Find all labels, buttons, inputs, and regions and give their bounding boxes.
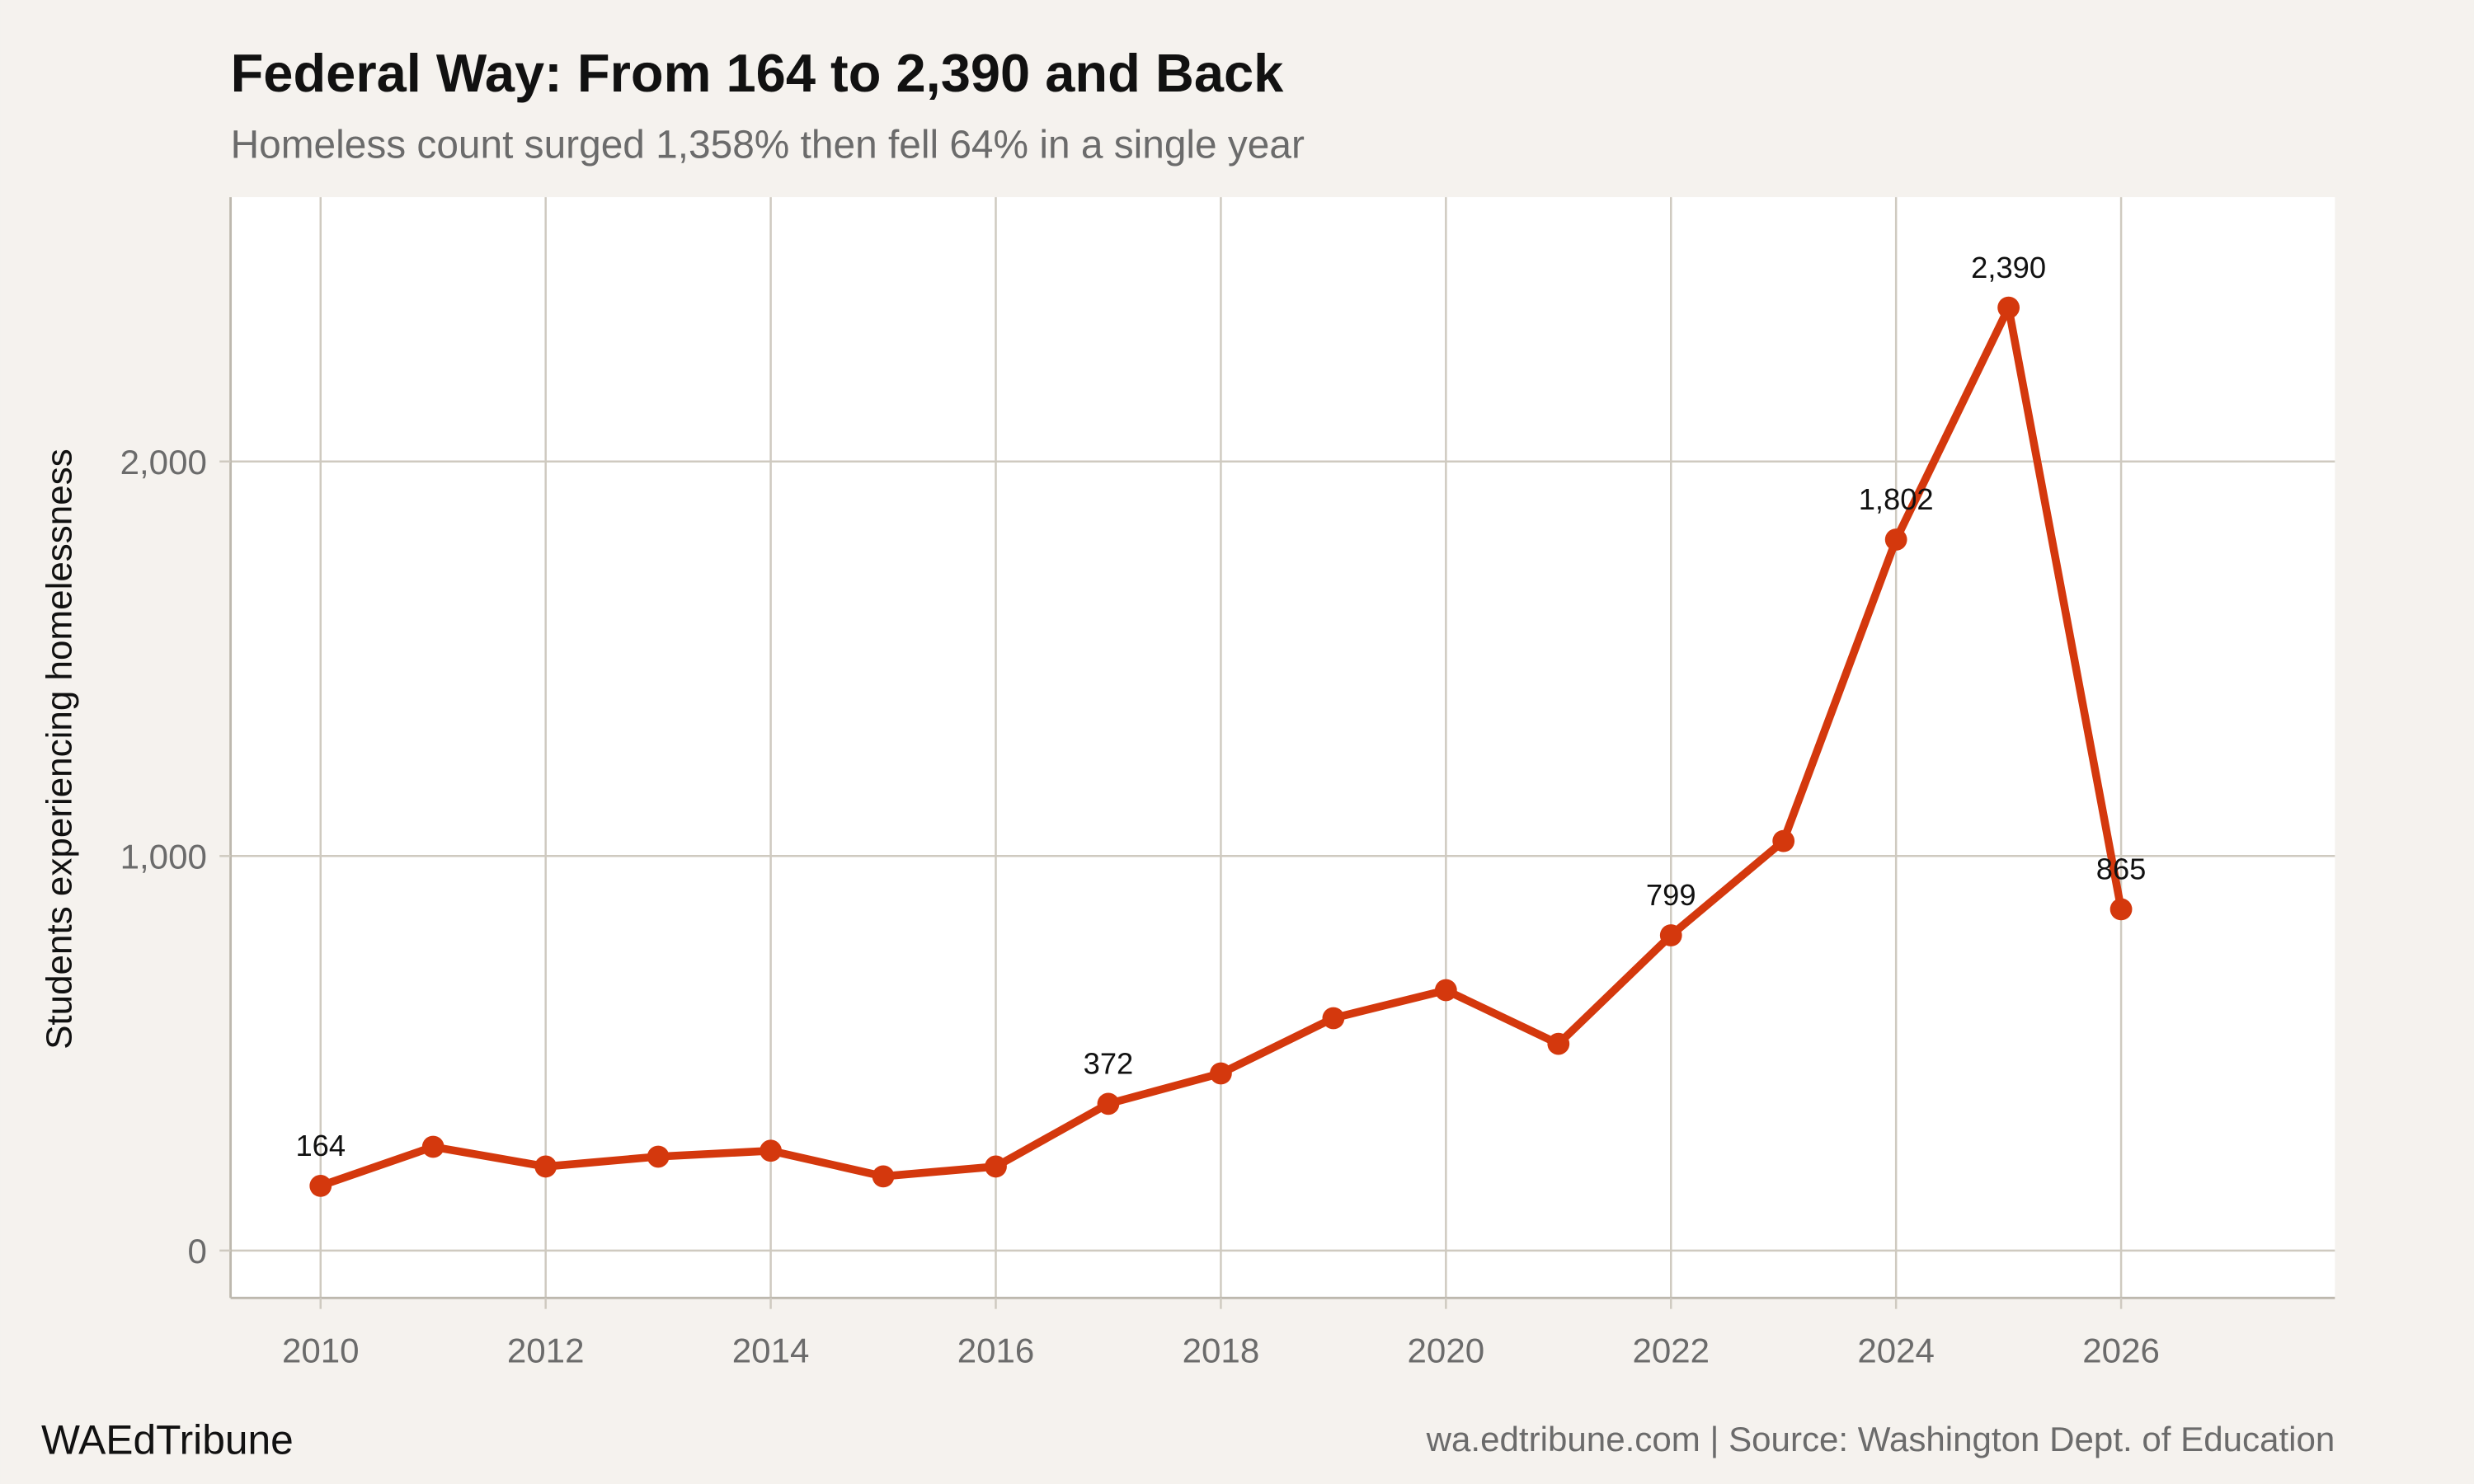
x-tick-label: 2010 [282,1331,360,1370]
data-point [1884,528,1907,551]
y-axis-label: Students experiencing homelessness [39,448,79,1050]
y-tick-label: 0 [187,1232,206,1270]
x-tick-label: 2020 [1408,1331,1485,1370]
data-label: 799 [1646,878,1696,912]
data-label: 865 [2096,852,2147,886]
brand-logo: WAEdTribune [41,1417,294,1463]
x-axis-ticks: 2010 2012 2014 2016 2018 2020 2022 2024 2026 [282,1298,2160,1370]
x-tick-label: 2026 [2082,1331,2160,1370]
data-label: 2,390 [1971,251,2046,284]
x-tick-label: 2014 [732,1331,810,1370]
data-label: 164 [295,1129,346,1162]
data-point [1772,829,1795,852]
x-tick-label: 2016 [957,1331,1035,1370]
data-labels: 164 372 799 1,802 2,390 865 [295,251,2146,1162]
data-point [2109,898,2133,921]
x-tick-label: 2022 [1632,1331,1710,1370]
y-tick-label: 2,000 [120,443,207,481]
data-point [647,1145,670,1168]
data-point [1097,1092,1120,1115]
data-point [1322,1007,1345,1030]
data-point [1434,979,1457,1002]
data-point [421,1135,444,1158]
data-point [1547,1032,1570,1055]
data-point [872,1165,895,1188]
chart-subtitle: Homeless count surged 1,358% then fell 6… [231,123,1305,167]
plot-panel [230,197,2335,1298]
y-axis-ticks: 0 1,000 2,000 [120,443,231,1270]
series-line [309,296,2133,1197]
data-point [534,1155,557,1178]
x-tick-label: 2024 [1857,1331,1935,1370]
data-point [1997,296,2020,319]
data-point [309,1174,332,1197]
x-tick-label: 2018 [1183,1331,1260,1370]
data-point [1210,1062,1232,1085]
chart-title: Federal Way: From 164 to 2,390 and Back [231,43,1285,103]
data-point [985,1155,1007,1178]
source-note: wa.edtribune.com | Source: Washington De… [1426,1420,2335,1458]
data-point [760,1139,782,1162]
grid [230,197,2335,1298]
data-label: 1,802 [1859,482,1934,516]
y-tick-label: 1,000 [120,838,207,876]
data-point [1659,924,1682,946]
x-tick-label: 2012 [507,1331,585,1370]
data-label: 372 [1084,1046,1134,1080]
